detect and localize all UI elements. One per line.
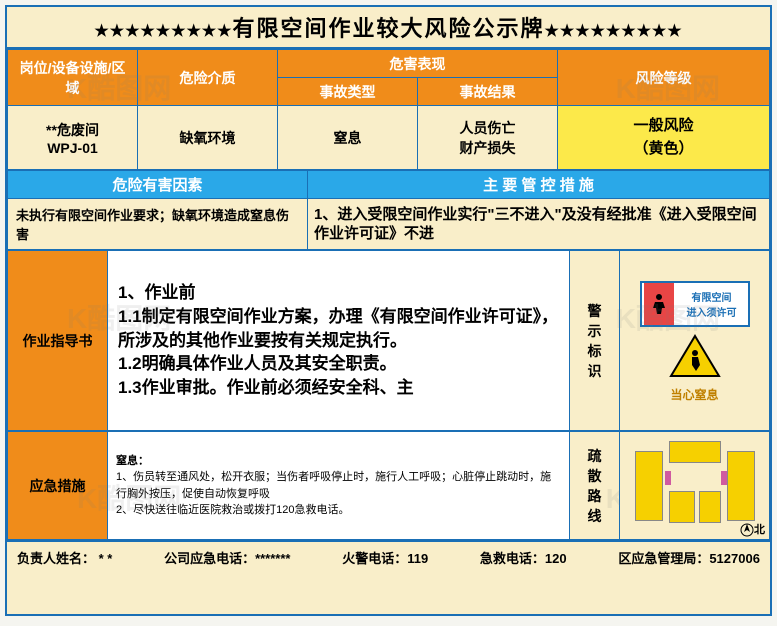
hdr-medium: 危险介质 bbox=[138, 50, 278, 106]
sign-permit-text: 有限空间 进入须许可 bbox=[676, 289, 748, 319]
danger-icon bbox=[644, 283, 674, 325]
hdr-acc-result: 事故结果 bbox=[418, 78, 558, 106]
emergency-body: 窒息： 1、伤员转至通风处，松开衣服；当伤者呼吸停止时，施行人工呼吸；心脏停止跳… bbox=[108, 432, 570, 540]
header-table: 岗位/设备设施/区域 危险介质 危害表现 风险等级 事故类型 事故结果 **危废… bbox=[7, 49, 770, 170]
north-indicator: 北 bbox=[740, 521, 765, 537]
footer-fire-tel: 火警电话：119 bbox=[342, 548, 428, 567]
warning-label: 警 示 标 识 bbox=[570, 251, 620, 431]
instruction-label: 作业指导书 bbox=[8, 251, 108, 431]
cell-factors: 未执行有限空间作业要求；缺氧环境造成窒息伤害 bbox=[8, 199, 308, 250]
cell-controls: 1、进入受限空间作业实行"三不进入"及没有经批准《进入受限空间作业许可证》不进 bbox=[308, 199, 770, 250]
title-stars-right: ★★★★★★★★★ bbox=[545, 23, 683, 40]
hdr-factors: 危险有害因素 bbox=[8, 171, 308, 199]
cell-medium: 缺氧环境 bbox=[138, 106, 278, 170]
hdr-risk-level: 风险等级 bbox=[558, 50, 770, 106]
instruction-table: 作业指导书 1、作业前 1.1制定有限空间作业方案，办理《有限空间作业许可证》，… bbox=[7, 250, 770, 431]
risk-notice-board: K酷图网 K酷图网 K酷图网 K酷图网 K酷图网 K酷图网 ★★★★★★★★★有… bbox=[5, 5, 772, 616]
emergency-line2: 2、尽快送往临近医院救治或拨打120急救电话。 bbox=[116, 502, 561, 519]
warning-signs: 有限空间 进入须许可 当心窒息 bbox=[620, 251, 770, 431]
hdr-hazard: 危害表现 bbox=[278, 50, 558, 78]
cell-risk-level: 一般风险 （黄色） bbox=[558, 106, 770, 170]
emergency-table: 应急措施 窒息： 1、伤员转至通风处，松开衣服；当伤者呼吸停止时，施行人工呼吸；… bbox=[7, 431, 770, 540]
instruction-body: 1、作业前 1.1制定有限空间作业方案，办理《有限空间作业许可证》，所涉及的其他… bbox=[108, 251, 570, 431]
sign-suffocation-caption: 当心窒息 bbox=[660, 386, 730, 403]
evacuation-label: 疏 散 路 线 bbox=[570, 432, 620, 540]
cell-acc-type: 窒息 bbox=[278, 106, 418, 170]
evacuation-map bbox=[635, 441, 755, 531]
emergency-label: 应急措施 bbox=[8, 432, 108, 540]
evacuation-map-cell: 北 bbox=[620, 432, 770, 540]
board-title: ★★★★★★★★★有限空间作业较大风险公示牌★★★★★★★★★ bbox=[7, 7, 770, 49]
footer-district-tel: 区应急管理局：5127006 bbox=[618, 548, 760, 567]
sign-permit: 有限空间 进入须许可 bbox=[640, 281, 750, 327]
title-text: 有限空间作业较大风险公示牌 bbox=[232, 16, 544, 41]
factors-table: 危险有害因素 主 要 管 控 措 施 未执行有限空间作业要求；缺氧环境造成窒息伤… bbox=[7, 170, 770, 250]
hdr-controls: 主 要 管 控 措 施 bbox=[308, 171, 770, 199]
emergency-line1: 1、伤员转至通风处，松开衣服；当伤者呼吸停止时，施行人工呼吸；心脏停止跳动时，施… bbox=[116, 469, 561, 502]
hdr-acc-type: 事故类型 bbox=[278, 78, 418, 106]
sign-suffocation: 当心窒息 bbox=[660, 333, 730, 403]
footer: 负责人姓名： * * 公司应急电话：******* 火警电话：119 急救电话：… bbox=[7, 540, 770, 573]
north-label: 北 bbox=[754, 524, 765, 536]
title-stars-left: ★★★★★★★★★ bbox=[94, 23, 232, 40]
cell-post: **危废间 WPJ-01 bbox=[8, 106, 138, 170]
footer-company-tel: 公司应急电话：******* bbox=[164, 548, 290, 567]
cell-acc-result: 人员伤亡 财产损失 bbox=[418, 106, 558, 170]
footer-emerg-tel: 急救电话：120 bbox=[480, 548, 567, 567]
emergency-title: 窒息： bbox=[116, 453, 561, 470]
hdr-post: 岗位/设备设施/区域 bbox=[8, 50, 138, 106]
footer-responsible: 负责人姓名： * * bbox=[17, 548, 112, 567]
